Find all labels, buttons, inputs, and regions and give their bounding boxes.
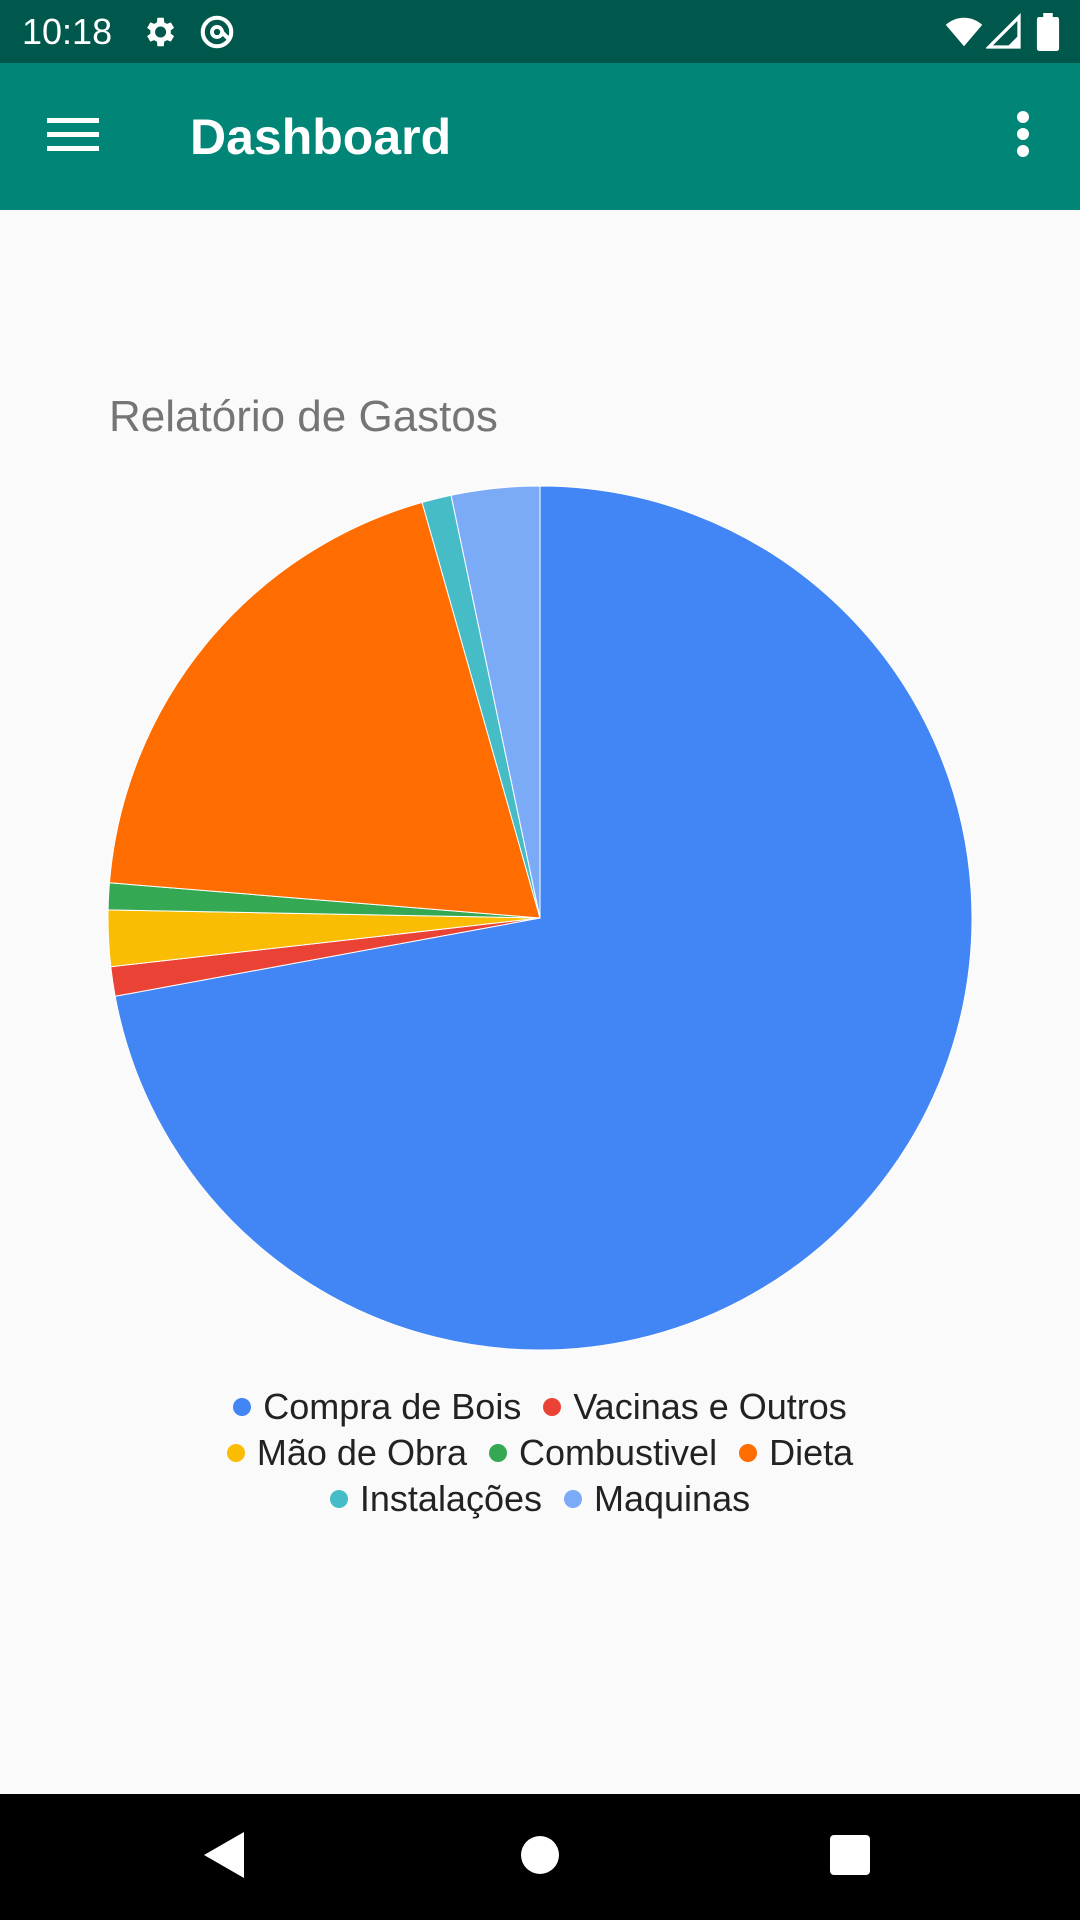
legend-color-dot bbox=[489, 1444, 507, 1462]
legend-color-dot bbox=[543, 1398, 562, 1416]
legend-row: Instalações Maquinas bbox=[40, 1476, 1040, 1522]
menu-button[interactable] bbox=[30, 93, 116, 179]
app-title: Dashboard bbox=[190, 109, 452, 165]
app-bar: Dashboard bbox=[0, 63, 1080, 210]
at-sign-icon bbox=[198, 13, 236, 51]
home-icon bbox=[520, 1835, 560, 1880]
legend-item[interactable]: Combustivel bbox=[489, 1430, 717, 1476]
wifi-icon bbox=[944, 13, 983, 51]
legend-color-dot bbox=[329, 1490, 348, 1508]
hamburger-menu-icon bbox=[47, 114, 99, 159]
legend-label: Compra de Bois bbox=[263, 1386, 522, 1427]
recents-button[interactable] bbox=[820, 1827, 880, 1887]
chart-title: Relatório de Gastos bbox=[109, 392, 498, 441]
legend-item[interactable]: Maquinas bbox=[564, 1476, 750, 1522]
legend-label: Maquinas bbox=[594, 1478, 751, 1519]
legend-item[interactable]: Compra de Bois bbox=[233, 1384, 521, 1430]
battery-icon bbox=[1036, 13, 1074, 51]
status-bar: 10:18 bbox=[0, 0, 1080, 63]
recents-icon bbox=[830, 1834, 870, 1880]
legend-item[interactable]: Dieta bbox=[739, 1430, 853, 1476]
overflow-menu-button[interactable] bbox=[990, 93, 1056, 179]
dashboard-content bbox=[0, 210, 1080, 1794]
legend-row: Compra de Bois Vacinas e Outros bbox=[40, 1384, 1040, 1430]
signal-icon bbox=[985, 13, 1024, 51]
legend-label: Dieta bbox=[769, 1432, 854, 1473]
legend-label: Vacinas e Outros bbox=[573, 1386, 847, 1427]
legend-color-dot bbox=[233, 1398, 252, 1416]
back-button[interactable] bbox=[195, 1827, 255, 1887]
legend-item[interactable]: Mão de Obra bbox=[226, 1430, 467, 1476]
legend-row: Mão de Obra Combustivel Dieta bbox=[40, 1430, 1040, 1476]
legend-color-dot bbox=[226, 1444, 245, 1462]
navigation-bar bbox=[0, 1794, 1080, 1920]
back-icon bbox=[202, 1830, 248, 1885]
legend-label: Combustivel bbox=[519, 1432, 718, 1473]
legend-item[interactable]: Vacinas e Outros bbox=[543, 1384, 847, 1430]
gear-icon bbox=[140, 13, 178, 51]
chart-legend: Compra de Bois Vacinas e Outros Mão de Obr… bbox=[40, 1384, 1040, 1522]
legend-color-dot bbox=[739, 1444, 758, 1462]
legend-label: Instalações bbox=[359, 1478, 542, 1519]
status-time: 10:18 bbox=[22, 11, 113, 52]
legend-label: Mão de Obra bbox=[256, 1432, 467, 1473]
legend-color-dot bbox=[564, 1490, 582, 1508]
legend-item[interactable]: Instalações bbox=[329, 1476, 542, 1522]
more-vert-icon bbox=[1016, 110, 1030, 163]
home-button[interactable] bbox=[510, 1827, 570, 1887]
